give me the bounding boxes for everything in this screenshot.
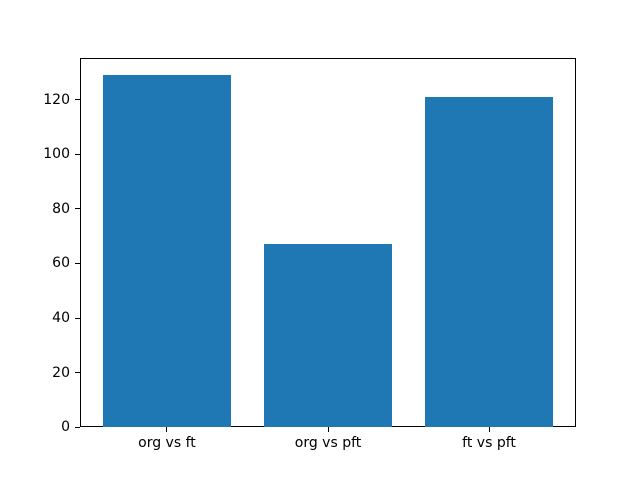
bar-org-vs-ft [102,75,232,428]
y-tick-mark [75,426,80,428]
y-tick-mark [75,99,80,101]
x-tick-label: org vs pft [294,435,362,452]
y-tick-label: 0 [61,419,70,436]
x-tick-mark [488,427,490,433]
y-tick-label: 60 [52,255,70,272]
bar-org-vs-pft [263,244,393,428]
y-tick-mark [75,317,80,319]
y-tick-label: 120 [43,91,70,108]
y-tick-label: 20 [52,364,70,381]
x-tick-label: ft vs pft [462,435,516,452]
x-tick-mark [166,427,168,433]
x-tick-label: org vs ft [138,435,196,452]
y-tick-mark [75,153,80,155]
y-tick-label: 40 [52,310,70,327]
y-tick-label: 80 [52,200,70,217]
bar-ft-vs-pft [424,96,554,428]
y-tick-label: 100 [43,146,70,163]
y-tick-mark [75,208,80,210]
y-tick-mark [75,372,80,374]
y-tick-mark [75,262,80,264]
x-tick-mark [327,427,329,433]
